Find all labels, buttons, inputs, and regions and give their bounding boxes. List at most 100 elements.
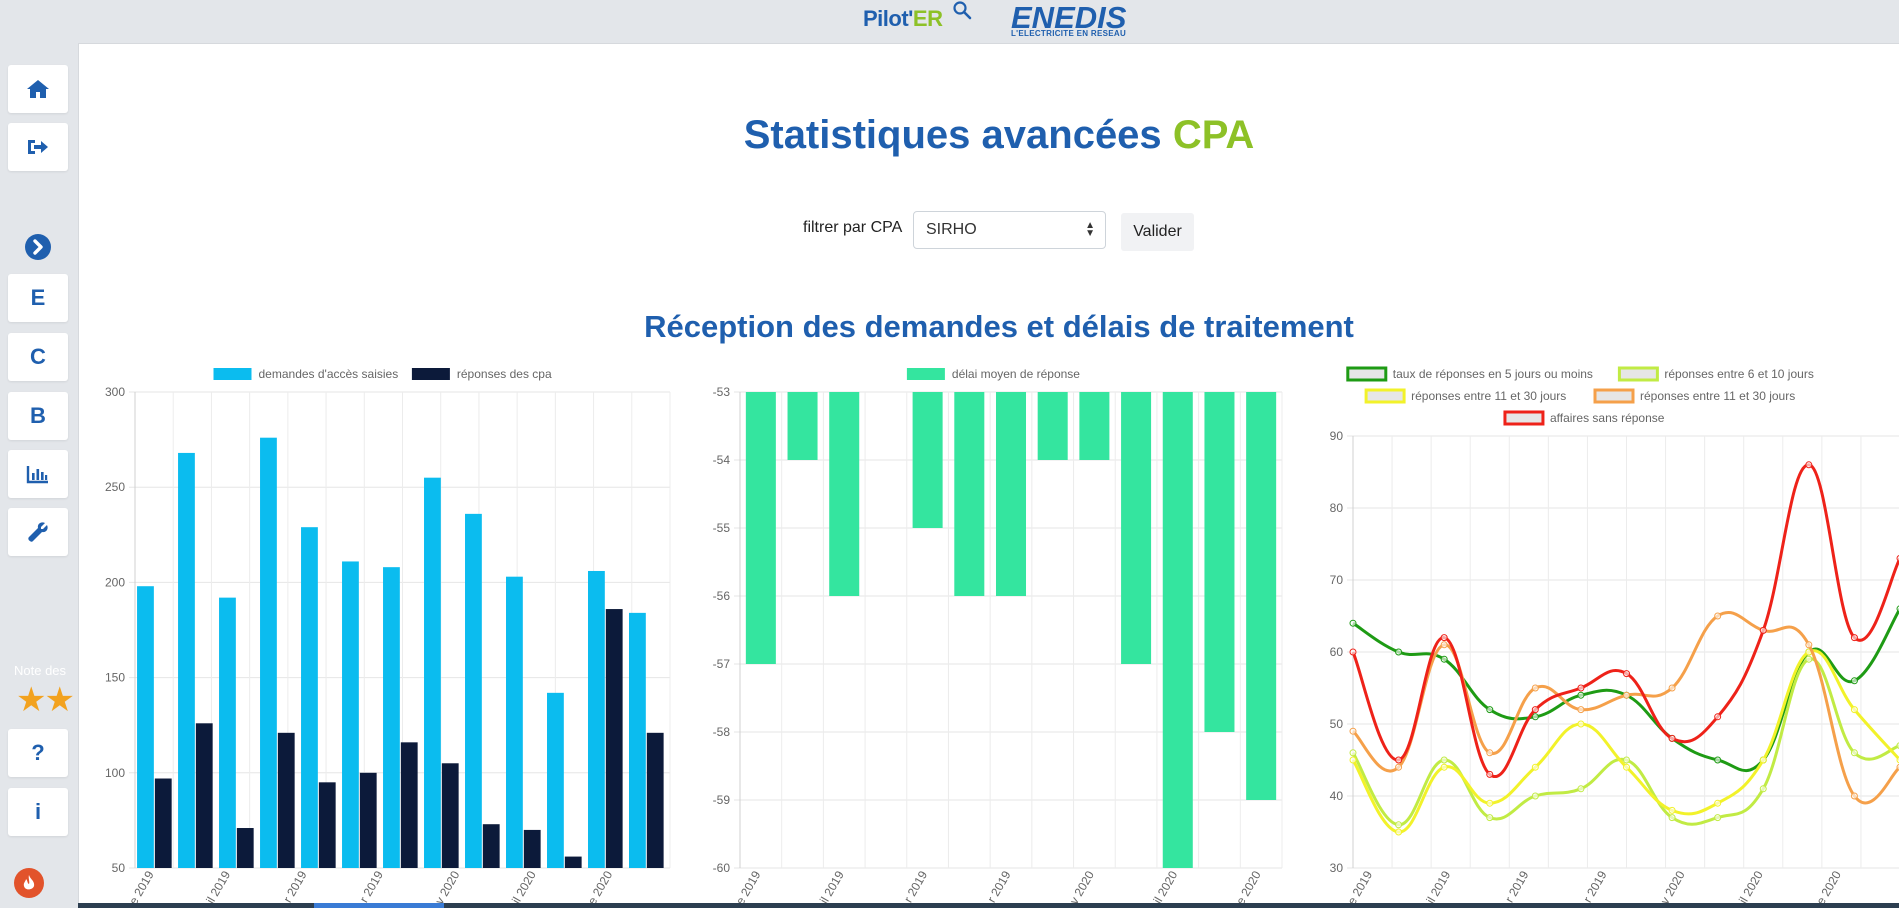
legend-label: réponses entre 11 et 30 jours: [1411, 389, 1566, 403]
bar: [260, 437, 277, 868]
fire-button[interactable]: [14, 868, 44, 898]
data-point: [1850, 792, 1858, 800]
chart-requests-responses: 50 100 150 200 250 300 e 2019 il 2019 r 2019 r 20…: [105, 367, 671, 907]
data-point: [1440, 655, 1448, 663]
data-point: [1395, 828, 1403, 836]
x-tick-label: il 2019: [817, 868, 847, 906]
bar: [359, 772, 377, 868]
data-point: [1714, 713, 1722, 721]
bar: [236, 828, 254, 868]
info-button[interactable]: i: [8, 788, 68, 836]
sidebar-item-e[interactable]: E: [8, 274, 68, 322]
data-point: [1577, 691, 1585, 699]
bar: [482, 824, 500, 868]
bar: [564, 856, 582, 868]
bar-chart-icon: [26, 466, 48, 484]
bar: [400, 742, 418, 868]
sidebar-item-c[interactable]: C: [8, 333, 68, 381]
x-tick-label: e 2019: [733, 868, 764, 907]
y-tick-label: 200: [105, 575, 125, 589]
y-tick-label: 250: [105, 480, 125, 494]
x-tick-label: e 2020: [585, 868, 616, 907]
sidebar-item-b[interactable]: B: [8, 392, 68, 440]
data-point: [1531, 792, 1539, 800]
cpa-filter-select[interactable]: SIRHO ▲ ▼: [913, 211, 1106, 249]
y-tick-label: 50: [112, 861, 126, 875]
scroll-thumb[interactable]: [314, 903, 444, 908]
chart-response-rates: 30 40 50 60 70 80 90 e 2019 il 2019 r 2019 r 2019 v…: [1330, 366, 1899, 907]
sidebar: E C B Note des ★★ ? i: [0, 43, 79, 908]
legend-swatch: [906, 368, 945, 380]
y-tick-label: -57: [713, 657, 731, 671]
y-tick-label: -53: [713, 385, 731, 399]
legend-swatch: [1593, 388, 1635, 404]
x-tick-label: il 2020: [509, 868, 539, 906]
x-tick-label: e 2019: [1345, 868, 1376, 907]
pilot-er-logo-text: Pilot': [863, 6, 913, 31]
bar: [154, 778, 172, 868]
y-tick-label: 90: [1330, 429, 1344, 443]
data-point: [1440, 763, 1448, 771]
data-point: [1714, 799, 1722, 807]
statistics-button[interactable]: [8, 450, 68, 498]
home-button[interactable]: [8, 65, 68, 113]
bar: [219, 597, 236, 868]
logout-button[interactable]: [8, 123, 68, 171]
series-line: [1351, 611, 1899, 805]
x-tick-label: e 2020: [1814, 868, 1845, 907]
settings-button[interactable]: [8, 508, 68, 556]
x-tick-label: il 2020: [1736, 868, 1766, 906]
select-caret-icon: ▲ ▼: [1085, 220, 1095, 239]
help-button[interactable]: ?: [8, 729, 68, 777]
legend-swatch: [411, 368, 450, 380]
top-bar: Pilot'ER ENEDIS L'ELECTRICITE EN RESEAU: [0, 0, 1899, 44]
bar: [523, 829, 541, 868]
data-point: [1805, 641, 1813, 649]
bar: [1204, 392, 1235, 732]
y-tick-label: -60: [713, 861, 731, 875]
y-tick-label: 80: [1330, 501, 1344, 515]
enedis-tagline: L'ELECTRICITE EN RESEAU: [1011, 29, 1127, 38]
legend-label: délai moyen de réponse: [952, 367, 1080, 381]
bar: [1079, 392, 1110, 460]
data-point: [1395, 763, 1403, 771]
data-point: [1440, 634, 1448, 642]
x-tick-label: r 2019: [901, 868, 930, 905]
data-point: [1531, 706, 1539, 714]
data-point: [1623, 691, 1630, 699]
page-title-accent: CPA: [1172, 113, 1255, 157]
y-tick-label: 150: [105, 671, 125, 685]
bar: [441, 763, 459, 868]
bar: [342, 561, 359, 868]
data-point: [1349, 749, 1357, 757]
bar: [465, 513, 482, 868]
legend-label: affaires sans réponse: [1550, 411, 1665, 425]
y-tick-label: -58: [713, 725, 731, 739]
data-point: [1577, 785, 1585, 793]
bar: [547, 692, 564, 868]
data-point: [1349, 727, 1357, 735]
legend-swatch: [1617, 366, 1659, 382]
data-point: [1349, 619, 1357, 627]
x-tick-label: r 2019: [1580, 868, 1609, 905]
bar: [629, 612, 646, 868]
rating-label: Note des: [14, 663, 67, 678]
bar: [745, 392, 776, 664]
page-title-text: Statistiques avancées: [743, 113, 1162, 157]
y-tick-label: 50: [1330, 717, 1344, 731]
pilot-er-logo-accent: ER: [912, 6, 943, 31]
filter-label: filtrer par CPA: [803, 219, 903, 236]
data-point: [1531, 684, 1539, 692]
bar: [383, 567, 400, 868]
bar: [646, 732, 664, 868]
rating-stars[interactable]: ★★: [16, 681, 75, 719]
legend-label: réponses des cpa: [457, 367, 552, 381]
logout-icon: [28, 140, 48, 154]
chevron-right-icon[interactable]: [24, 233, 52, 261]
data-point: [1577, 684, 1585, 692]
home-icon: [27, 80, 49, 98]
validate-button[interactable]: Valider: [1121, 213, 1194, 251]
data-point: [1349, 648, 1357, 656]
x-tick-label: r 2019: [357, 868, 386, 905]
fire-icon: [23, 875, 35, 890]
